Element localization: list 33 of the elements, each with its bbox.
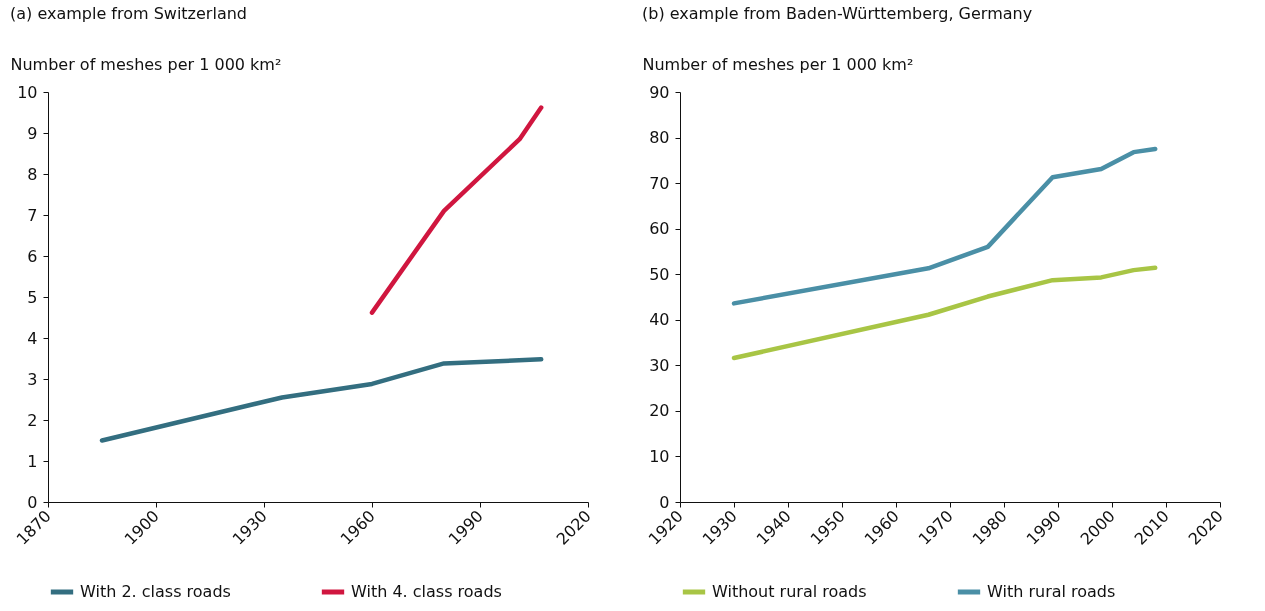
y-tick-label: 10 xyxy=(649,446,670,466)
y-tick-label: 2 xyxy=(27,410,38,430)
y-axis-title: Number of meshes per 1 000 km² xyxy=(10,54,282,74)
y-tick-label: 3 xyxy=(27,369,38,389)
y-tick-label: 80 xyxy=(649,128,670,148)
y-tick-label: 70 xyxy=(649,173,670,193)
y-tick-label: 20 xyxy=(649,401,670,421)
y-tick-label: 5 xyxy=(27,287,38,307)
legend-label: With 2. class roads xyxy=(80,582,231,601)
legend-label: With 4. class roads xyxy=(351,582,502,601)
y-tick-label: 7 xyxy=(27,205,38,225)
line-series xyxy=(731,146,1158,306)
line-series xyxy=(731,265,1158,361)
legend-label: With rural roads xyxy=(987,582,1116,601)
y-tick-label: 10 xyxy=(17,82,38,102)
y-tick-label: 50 xyxy=(649,264,670,284)
y-tick-label: 30 xyxy=(649,355,670,375)
chart-title: (a) example from Switzerland xyxy=(10,4,247,23)
y-axis-title: Number of meshes per 1 000 km² xyxy=(642,54,914,74)
chart-title: (b) example from Baden-Württemberg, Germany xyxy=(642,4,1033,23)
y-tick-label: 6 xyxy=(27,246,38,266)
y-tick-label: 0 xyxy=(27,492,38,512)
y-tick-label: 8 xyxy=(27,164,38,184)
line-series xyxy=(99,357,544,443)
y-tick-label: 60 xyxy=(649,219,670,239)
y-tick-label: 4 xyxy=(27,328,38,348)
y-tick-label: 0 xyxy=(659,492,670,512)
y-tick-label: 1 xyxy=(27,451,38,471)
line-series xyxy=(369,105,544,315)
y-tick-label: 40 xyxy=(649,310,670,330)
legend-label: Without rural roads xyxy=(712,582,867,601)
y-tick-label: 9 xyxy=(27,123,38,143)
y-tick-label: 90 xyxy=(649,82,670,102)
